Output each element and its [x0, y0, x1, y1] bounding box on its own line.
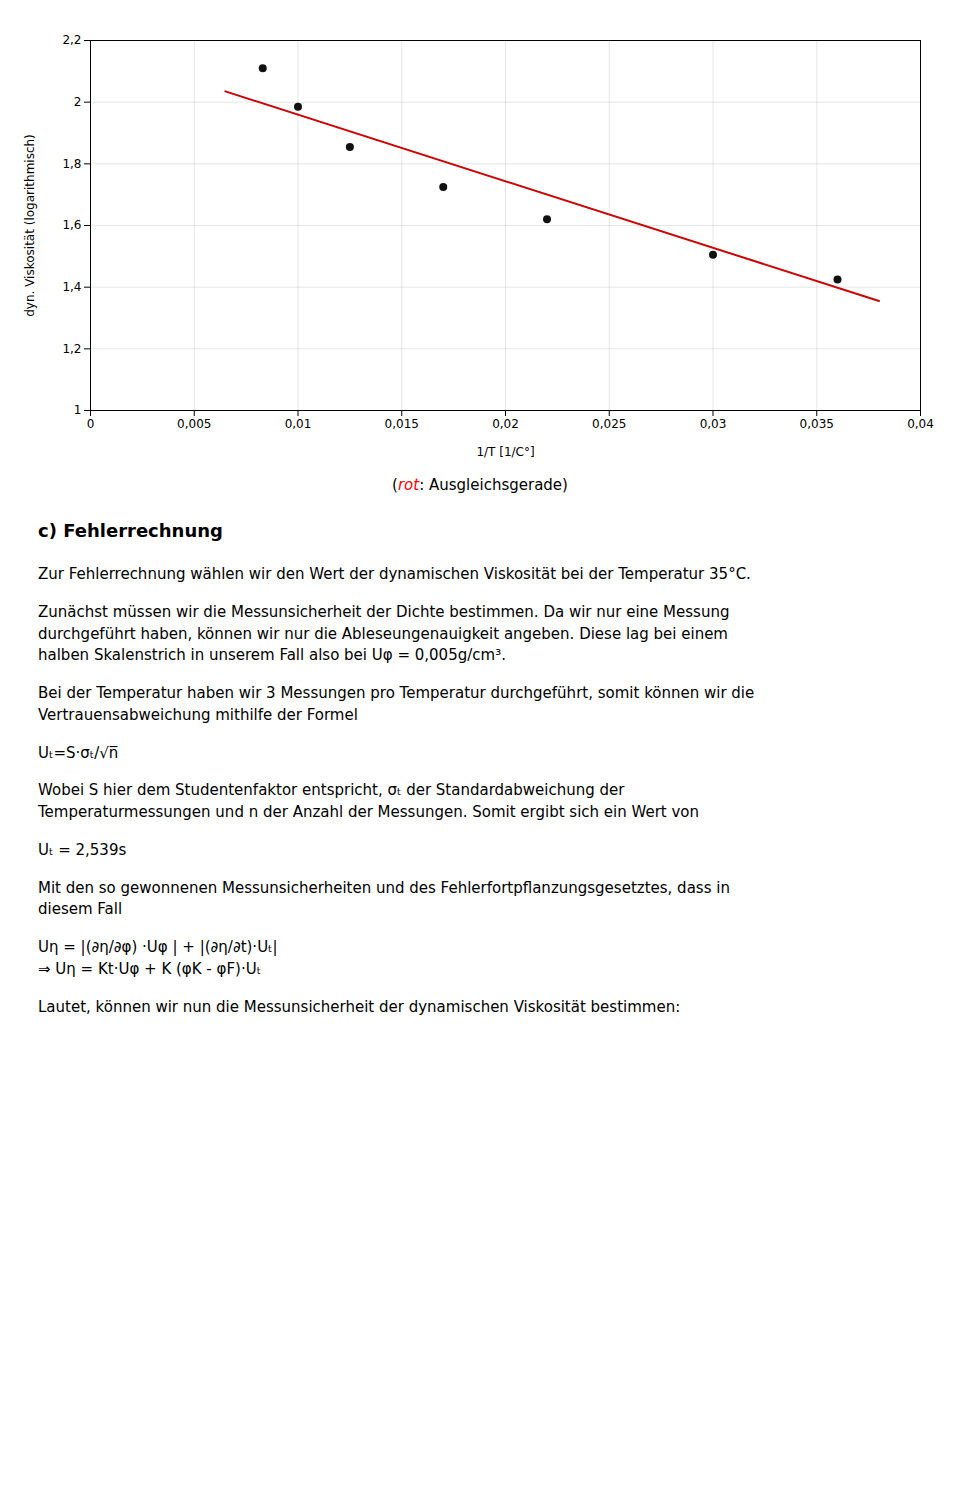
html-text:Zunächst müssen wir die Messun: Zunächst müssen wir die Messunsicherheit…: [38, 602, 730, 621]
svg-text:1/T [1/C°]: 1/T [1/C°]: [476, 445, 534, 459]
html-text:diesem Fall: diesem Fall: [38, 900, 123, 919]
svg-text:1,8: 1,8: [62, 157, 81, 171]
svg-text:1,6: 1,6: [62, 218, 81, 232]
html-text:(rot: Ausgleichsgerade): (rot: Ausgleichsgerade): [392, 476, 568, 494]
svg-text:0,03: 0,03: [700, 417, 727, 431]
html-text:Zur Fehlerrechnung wählen wir: Zur Fehlerrechnung wählen wir den Wert d…: [38, 565, 751, 584]
svg-text:0,04: 0,04: [907, 417, 934, 431]
html-text:c) Fehlerrechnung: c) Fehlerrechnung: [38, 520, 223, 541]
html-text:Wobei S hier dem Studentenfakt: Wobei S hier dem Studentenfaktor entspri…: [38, 781, 625, 800]
svg-text:1,4: 1,4: [62, 280, 81, 294]
html-text:Uη = |(∂η/∂φ) ·Uφ | + |(∂η/∂t): Uη = |(∂η/∂φ) ·Uφ | + |(∂η/∂t)·Uₜ|: [38, 938, 278, 957]
svg-text:0,02: 0,02: [492, 417, 519, 431]
svg-text:0,015: 0,015: [385, 417, 419, 431]
svg-text:0: 0: [87, 417, 95, 431]
html-text:Uₜ=S·σₜ/√n̅: Uₜ=S·σₜ/√n̅: [38, 743, 119, 762]
html-text:⇒ Uη = Kt·Uφ + K (φK - φF)·Uₜ: ⇒ Uη = Kt·Uφ + K (φK - φF)·Uₜ: [38, 959, 262, 978]
html-text:Uₜ = 2,539s: Uₜ = 2,539s: [38, 840, 127, 859]
html-text:Vertrauensabweichung mithilfe: Vertrauensabweichung mithilfe der Formel: [38, 705, 358, 724]
svg-text:1,2: 1,2: [62, 342, 81, 356]
html-text:durchgeführt haben, können wir: durchgeführt haben, können wir nur die A…: [38, 624, 728, 643]
html-text:Lautet, können wir nun die Mes: Lautet, können wir nun die Messunsicherh…: [38, 997, 681, 1016]
svg-text:0,01: 0,01: [285, 417, 312, 431]
svg-text:0,035: 0,035: [800, 417, 834, 431]
svg-text:0,005: 0,005: [177, 417, 211, 431]
svg-text:dyn. Viskosität (logarithmisch: dyn. Viskosität (logarithmisch): [23, 134, 37, 317]
html-text:Mit den so gewonnenen Messunsi: Mit den so gewonnenen Messunsicherheiten…: [38, 878, 730, 897]
html-text:Temperaturmessungen und n der: Temperaturmessungen und n der Anzahl der…: [38, 803, 700, 822]
html-text:halben Skalenstrich in unserem: halben Skalenstrich in unserem Fall also…: [38, 646, 506, 665]
svg-text:0,025: 0,025: [592, 417, 626, 431]
html-text:Bei der Temperatur haben wir 3: Bei der Temperatur haben wir 3 Messungen…: [38, 684, 755, 703]
svg-text:1: 1: [74, 403, 82, 417]
svg-text:2,2: 2,2: [62, 33, 81, 47]
svg-text:2: 2: [74, 95, 82, 109]
